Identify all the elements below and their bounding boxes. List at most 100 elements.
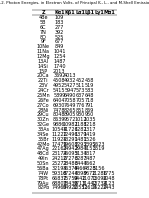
Text: 13096: 13096 (91, 176, 107, 181)
Text: 4013: 4013 (64, 73, 77, 78)
Text: 48Cd: 48Cd (37, 151, 50, 156)
Text: 1740: 1740 (53, 64, 66, 69)
Text: 10Ne: 10Ne (37, 44, 50, 49)
Text: 23V: 23V (38, 83, 48, 88)
Text: 1317: 1317 (83, 127, 96, 132)
Text: 7478: 7478 (53, 108, 66, 112)
Text: 9886: 9886 (53, 122, 66, 127)
Text: 67244: 67244 (62, 171, 78, 176)
Text: 705: 705 (76, 98, 85, 103)
Text: 11924: 11924 (52, 137, 67, 142)
Text: 776: 776 (76, 103, 85, 108)
Text: 5B: 5B (40, 20, 46, 25)
Text: 13734: 13734 (91, 181, 107, 186)
Text: 49In: 49In (38, 156, 49, 161)
Text: 24942: 24942 (63, 147, 78, 151)
Text: 2293: 2293 (74, 142, 87, 147)
Text: 677: 677 (55, 39, 64, 44)
Text: 4508: 4508 (53, 78, 66, 83)
Text: 1775: 1775 (103, 171, 115, 176)
Text: 24210: 24210 (52, 156, 67, 161)
Text: 869: 869 (85, 108, 94, 112)
Text: 930: 930 (76, 112, 85, 117)
Text: 10982: 10982 (63, 122, 78, 127)
Text: 11726: 11726 (62, 127, 78, 132)
Text: 9672: 9672 (83, 171, 96, 176)
Text: 2443: 2443 (103, 186, 115, 190)
Text: 2048: 2048 (103, 176, 115, 181)
Text: 9F: 9F (40, 39, 46, 44)
Text: 5947: 5947 (64, 88, 76, 93)
Text: 66832: 66832 (52, 176, 67, 181)
Text: 8639: 8639 (53, 117, 66, 122)
Text: 1419: 1419 (83, 132, 96, 137)
Text: 33As: 33As (37, 127, 49, 132)
Text: 79Au: 79Au (37, 181, 50, 186)
Text: 3444: 3444 (74, 161, 87, 166)
Text: 1481: 1481 (74, 137, 87, 142)
Text: 28Ni: 28Ni (38, 108, 49, 112)
Text: 10544: 10544 (52, 127, 67, 132)
Text: 4466: 4466 (74, 166, 87, 171)
Text: 10551: 10551 (73, 186, 88, 190)
Text: 27276: 27276 (62, 156, 78, 161)
Text: 8048: 8048 (53, 112, 66, 117)
Text: 26Fe: 26Fe (37, 98, 49, 103)
Text: 851: 851 (76, 108, 85, 112)
Text: 29Cu: 29Cu (37, 112, 50, 117)
Text: 27Co: 27Co (37, 103, 50, 108)
Text: 11071: 11071 (82, 176, 97, 181)
Text: 12614: 12614 (82, 186, 97, 190)
Text: Z: Z (41, 10, 45, 15)
Text: 2395: 2395 (83, 142, 96, 147)
Text: 3151: 3151 (83, 147, 96, 151)
Text: 8905: 8905 (64, 112, 76, 117)
Text: 392: 392 (55, 30, 64, 35)
Text: 1487: 1487 (53, 59, 66, 64)
Text: 5899: 5899 (53, 93, 65, 98)
Text: 11Na: 11Na (37, 49, 50, 54)
Text: 3134: 3134 (74, 151, 87, 156)
Text: Mα1: Mα1 (103, 10, 115, 15)
Text: 7649: 7649 (64, 103, 76, 108)
Text: 11442: 11442 (82, 181, 97, 186)
Text: 7N: 7N (40, 30, 47, 35)
Text: 849: 849 (55, 44, 64, 49)
Text: 1526: 1526 (83, 137, 96, 142)
Text: 50Sn: 50Sn (37, 161, 49, 166)
Text: 35Br: 35Br (37, 137, 49, 142)
Text: 26095: 26095 (63, 151, 78, 156)
Text: 8398: 8398 (74, 171, 87, 176)
Text: 12496: 12496 (63, 132, 78, 137)
Text: 74W: 74W (38, 171, 49, 176)
Text: 32Ge: 32Ge (37, 122, 50, 127)
Text: 8265: 8265 (64, 108, 77, 112)
Text: 22Ti: 22Ti (38, 78, 49, 83)
Text: 78438: 78438 (62, 181, 78, 186)
Text: 9713: 9713 (74, 181, 87, 186)
Text: 1379: 1379 (74, 132, 87, 137)
Text: 1188: 1188 (74, 122, 87, 127)
Text: 34Se: 34Se (37, 132, 49, 137)
Text: 74969: 74969 (52, 186, 67, 190)
Text: 3662: 3662 (83, 161, 96, 166)
Text: Lγ1: Lγ1 (94, 10, 104, 15)
Text: 6490: 6490 (64, 93, 76, 98)
Text: 5156: 5156 (93, 166, 105, 171)
Text: Kα1: Kα1 (54, 10, 65, 15)
Text: 13291: 13291 (63, 137, 78, 142)
Text: 4Be: 4Be (38, 15, 48, 20)
Text: 1282: 1282 (74, 127, 87, 132)
Text: 2013: 2013 (53, 69, 66, 74)
Text: 20Ca: 20Ca (37, 73, 50, 78)
Text: 950: 950 (85, 112, 94, 117)
Text: 3519: 3519 (93, 147, 105, 151)
Text: 3317: 3317 (83, 151, 96, 156)
Text: 648: 648 (85, 93, 94, 98)
Text: 1035: 1035 (83, 117, 96, 122)
Text: 1254: 1254 (53, 54, 66, 59)
Text: 82Pb: 82Pb (37, 186, 49, 190)
Text: 56Ba: 56Ba (37, 166, 50, 171)
Text: 718: 718 (85, 98, 94, 103)
Text: 3487: 3487 (83, 156, 96, 161)
